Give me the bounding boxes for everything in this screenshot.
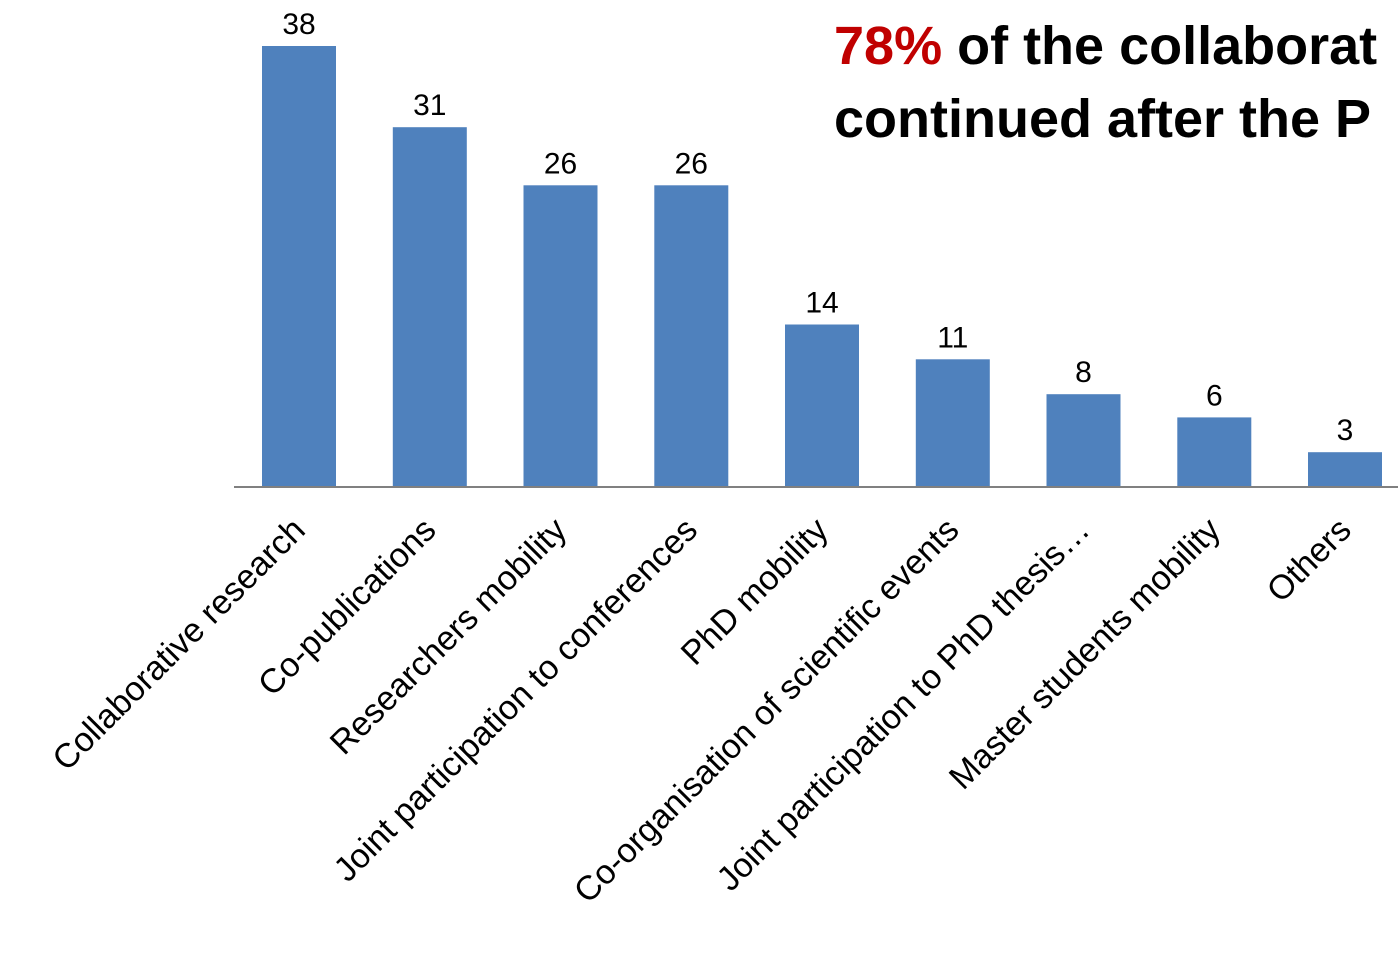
- bar-4: [785, 324, 859, 487]
- value-labels-group: 38 31 26 26 14 11 8 6 3: [282, 8, 1353, 447]
- bar-5: [915, 359, 990, 487]
- bar-7: [1177, 417, 1252, 487]
- bar-6: [1046, 394, 1121, 487]
- category-label-0: Collaborative research: [45, 511, 312, 778]
- headline-highlight: 78%: [834, 16, 942, 76]
- bar-1: [392, 127, 467, 487]
- bars-group: [262, 46, 1382, 488]
- value-label-7: 6: [1206, 379, 1223, 412]
- headline-line-1: 78% of the collaborat: [834, 16, 1377, 76]
- value-label-5: 11: [937, 321, 968, 354]
- category-label-2: Researchers mobility: [323, 511, 574, 762]
- headline-line-1-rest: of the collaborat: [942, 16, 1377, 76]
- value-label-8: 3: [1337, 414, 1354, 447]
- category-label-7: Master students mobility: [942, 511, 1228, 797]
- value-label-1: 31: [413, 89, 446, 122]
- category-label-8: Others: [1260, 511, 1359, 610]
- value-label-6: 8: [1075, 356, 1092, 389]
- bar-8: [1308, 452, 1382, 487]
- bar-0: [262, 46, 336, 487]
- value-label-4: 14: [805, 287, 838, 320]
- category-labels-group: Collaborative researchCo-publicationsRes…: [45, 511, 1358, 911]
- headline-line-2: continued after the P: [834, 89, 1371, 149]
- value-label-0: 38: [282, 8, 315, 41]
- bar-3: [654, 185, 729, 488]
- value-label-2: 26: [544, 147, 577, 180]
- value-label-3: 26: [675, 147, 708, 180]
- bar-2: [523, 185, 598, 488]
